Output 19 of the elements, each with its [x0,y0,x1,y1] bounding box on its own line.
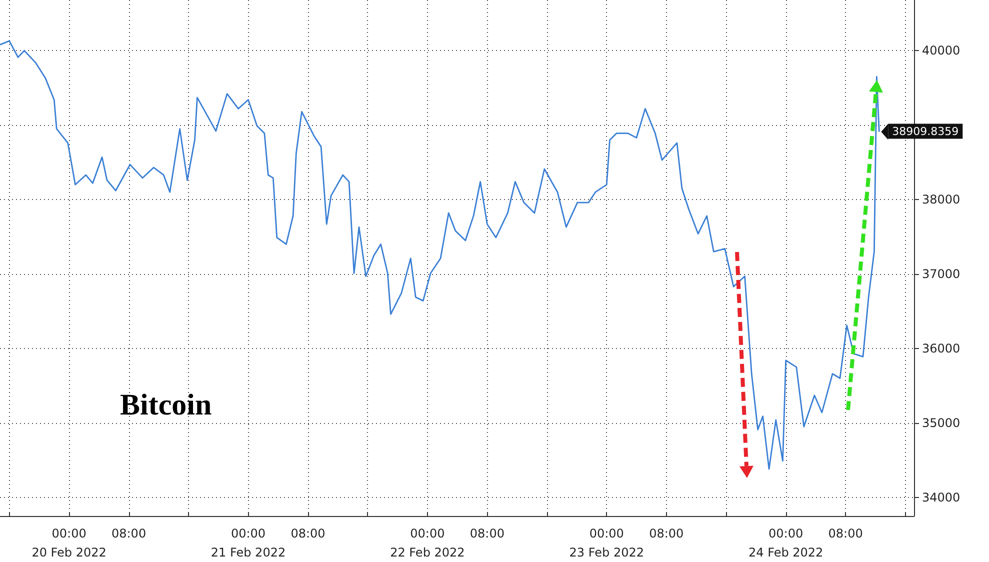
y-tick-label: 34000 [922,490,960,504]
annotation: 38909.8359 [892,124,959,138]
x-tick-label: 00:00 20 Feb 2022 [32,526,106,560]
x-tick-label: 08:00 [290,526,326,540]
line-series [0,40,880,470]
x-tick-label: 08:00 [649,526,684,540]
x-tick-label: 00:00 24 Feb 2022 [748,526,824,560]
x-tick-label: 00:00 23 Feb 2022 [569,526,644,560]
annotation: Bitcoin [120,388,212,422]
x-tick-label: 08:00 [470,526,504,540]
x-tick-label: 00:00 21 Feb 2022 [210,526,286,560]
y-tick-label: 37000 [922,267,960,282]
y-tick-label: 35000 [922,416,960,430]
y-tick-label: 38000 [922,192,960,207]
x-tick-label: 08:00 [828,526,863,540]
x-tick-label: 00:00 22 Feb 2022 [390,526,465,560]
y-tick-label: 36000 [922,341,960,356]
x-tick-label: 08:00 [111,526,146,540]
y-tick-label: 40000 [922,44,960,58]
